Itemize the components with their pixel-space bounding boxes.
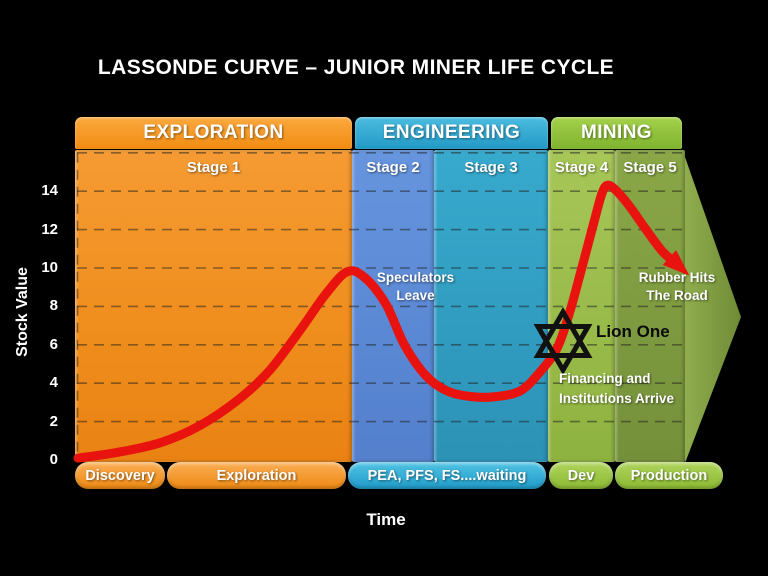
phase-header-exploration-label: EXPLORATION bbox=[143, 122, 284, 143]
stage-panel-1 bbox=[75, 150, 352, 462]
y-tick-0: 0 bbox=[49, 451, 58, 468]
y-tick-8: 8 bbox=[49, 297, 58, 315]
phase-header-mining: MINING bbox=[551, 117, 682, 149]
y-tick-4: 4 bbox=[49, 374, 58, 392]
y-tick-12: 12 bbox=[41, 220, 58, 238]
stage-panel-4 bbox=[548, 150, 615, 462]
y-tick-14: 14 bbox=[41, 182, 58, 200]
annotation-lion-one: Lion One bbox=[596, 322, 670, 341]
stage-label-2: Stage 2 bbox=[366, 159, 420, 176]
stage-label-3: Stage 3 bbox=[464, 159, 518, 176]
stage-panel-3 bbox=[434, 150, 548, 462]
y-tick-10: 10 bbox=[41, 259, 58, 276]
stage-label-4: Stage 4 bbox=[554, 159, 609, 176]
y-tick-6: 6 bbox=[49, 335, 58, 353]
page-title: LASSONDE CURVE – JUNIOR MINER LIFE CYCLE bbox=[97, 56, 615, 79]
stage-label-5: Stage 5 bbox=[623, 159, 677, 176]
milestone-pill-dev: Dev bbox=[549, 462, 613, 489]
milestone-pill-production: Production bbox=[615, 462, 723, 489]
phase-header-engineering: ENGINEERING bbox=[355, 117, 548, 149]
stage-panel-5 bbox=[615, 150, 685, 462]
phase-header-exploration: EXPLORATION bbox=[75, 117, 352, 149]
stage-panel-2 bbox=[352, 150, 434, 462]
annotation-financing-institutions: Financing and Institutions Arrive bbox=[559, 371, 675, 406]
timeline-arrowhead bbox=[685, 157, 741, 463]
y-tick-2: 2 bbox=[49, 412, 58, 430]
milestone-pill-discovery: Discovery bbox=[75, 462, 165, 489]
annotation-rubber-hits-the-road: Rubber Hits The Road bbox=[638, 270, 716, 303]
annotation-speculators-leave: Speculators Leave bbox=[376, 270, 455, 303]
phase-header-mining-label: MINING bbox=[580, 122, 652, 143]
stage-label-1: Stage 1 bbox=[186, 159, 241, 176]
milestone-pill-pea-pfs-fs: PEA, PFS, FS....waiting bbox=[348, 462, 546, 489]
phase-header-engineering-label: ENGINEERING bbox=[382, 122, 521, 143]
x-axis-label: Time bbox=[366, 510, 406, 529]
milestone-pill-exploration: Exploration bbox=[167, 462, 346, 489]
